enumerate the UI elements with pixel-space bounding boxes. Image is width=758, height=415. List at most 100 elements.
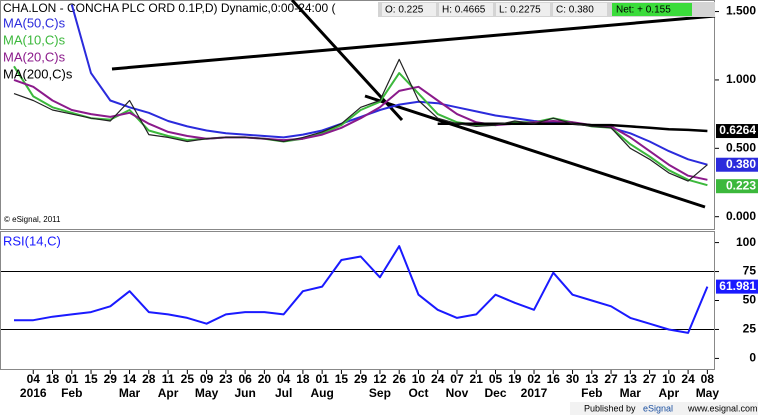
x-tick-label: 13 xyxy=(624,372,638,386)
x-tick-label: 02 xyxy=(527,372,541,386)
legend-entry: MA(50,C)s xyxy=(3,15,66,30)
x-tick-label: 04 xyxy=(27,372,41,386)
end-label-box xyxy=(716,279,758,294)
x-tick-label: 24 xyxy=(681,372,695,386)
footer-bg xyxy=(570,402,758,415)
y-tick-label: 75 xyxy=(743,264,757,278)
x-tick-label: 16 xyxy=(547,372,561,386)
x-tick-label: 27 xyxy=(604,372,618,386)
y-tick-label: 25 xyxy=(743,322,757,336)
info-cell xyxy=(553,3,607,16)
x-month-label: 2017 xyxy=(521,386,548,400)
x-month-label: Sep xyxy=(369,386,391,400)
x-tick-label: 12 xyxy=(373,372,387,386)
info-value: H: 0.4665 xyxy=(442,5,486,16)
x-tick-label: 01 xyxy=(315,372,329,386)
x-tick-label: 18 xyxy=(46,372,60,386)
x-tick-label: 20 xyxy=(258,372,272,386)
x-month-label: Dec xyxy=(484,386,506,400)
x-tick-label: 04 xyxy=(277,372,291,386)
footer-brand: eSignal xyxy=(643,403,673,413)
info-cell xyxy=(439,3,493,16)
x-tick-label: 10 xyxy=(662,372,676,386)
x-tick-label: 15 xyxy=(84,372,98,386)
x-tick-label: 28 xyxy=(142,372,156,386)
info-cell xyxy=(382,3,436,16)
x-tick-label: 11 xyxy=(162,372,175,386)
y-tick-label: 0.000 xyxy=(726,209,756,223)
end-label: 0.380 xyxy=(726,157,756,171)
x-month-label: 2016 xyxy=(20,386,47,400)
y-tick-label: 0.500 xyxy=(726,140,756,154)
end-label: 61.981 xyxy=(719,279,756,293)
x-month-label: Apr xyxy=(659,386,680,400)
x-tick-label: 18 xyxy=(296,372,310,386)
net-value: Net: + 0.155 xyxy=(616,5,671,16)
info-value: O: 0.225 xyxy=(385,5,424,16)
rsi-panel xyxy=(0,231,715,370)
footer-url: www.esignal.com xyxy=(687,403,758,413)
x-tick-label: 26 xyxy=(393,372,407,386)
x-tick-label: 30 xyxy=(566,372,580,386)
line xyxy=(13,58,708,182)
end-label: 0.6264 xyxy=(719,123,756,137)
copyright: © eSignal, 2011 xyxy=(4,215,61,224)
x-month-label: Oct xyxy=(408,386,428,400)
x-tick-label: 01 xyxy=(65,372,79,386)
footer: Published by eSignal www.esignal.com xyxy=(570,402,758,415)
legend-entry: MA(20,C)s xyxy=(3,49,66,64)
x-tick-label: 27 xyxy=(643,372,657,386)
line xyxy=(14,245,709,334)
x-tick-label: 13 xyxy=(585,372,599,386)
x-month-label: Mar xyxy=(620,386,642,400)
info-value: C: 0.380 xyxy=(556,5,594,16)
end-label-box xyxy=(716,179,758,194)
legend-entry: MA(10,C)s xyxy=(3,32,66,47)
x-month-label: Nov xyxy=(446,386,469,400)
x-tick-label: 23 xyxy=(219,372,233,386)
y-tick-label: 50 xyxy=(743,293,757,307)
y-tick-label: 1.500 xyxy=(726,4,756,18)
x-tick-label: 25 xyxy=(181,372,195,386)
x-tick-label: 14 xyxy=(123,372,137,386)
x-tick-label: 19 xyxy=(508,372,522,386)
legend-entry: MA(200,C)s xyxy=(3,66,73,81)
x-month-label: Feb xyxy=(61,386,82,400)
y-tick-label: 0 xyxy=(749,351,756,365)
info-value: L: 0.2275 xyxy=(499,5,541,16)
chart-title: CHA.LON - CONCHA PLC ORD 0.1P,D) Dynamic… xyxy=(3,1,336,15)
x-tick-label: 29 xyxy=(354,372,368,386)
x-tick-label: 09 xyxy=(200,372,214,386)
x-tick-label: 15 xyxy=(335,372,349,386)
x-month-label: Jun xyxy=(234,386,255,400)
x-month-label: May xyxy=(696,386,720,400)
x-tick-label: 08 xyxy=(701,372,715,386)
trendline xyxy=(290,0,404,122)
footer-text: Published by xyxy=(584,403,636,413)
x-month-label: Mar xyxy=(119,386,141,400)
end-label-box xyxy=(716,157,758,172)
x-tick-label: 07 xyxy=(450,372,464,386)
x-month-label: Aug xyxy=(310,386,333,400)
end-label: 0.223 xyxy=(726,178,756,192)
x-tick-label: 05 xyxy=(489,372,503,386)
x-tick-label: 06 xyxy=(238,372,252,386)
x-month-label: Apr xyxy=(158,386,179,400)
y-tick-label: 1.000 xyxy=(726,72,756,86)
x-tick-label: 24 xyxy=(431,372,445,386)
x-tick-label: 10 xyxy=(412,372,426,386)
trendline xyxy=(111,14,716,71)
x-tick-label: 21 xyxy=(470,372,484,386)
x-tick-label: 29 xyxy=(104,372,118,386)
x-month-label: May xyxy=(195,386,219,400)
trendline xyxy=(364,94,706,209)
x-month-label: Jul xyxy=(275,386,292,400)
x-month-label: Feb xyxy=(581,386,602,400)
end-label-box xyxy=(716,124,758,139)
rsi-title: RSI(14,C) xyxy=(3,233,61,248)
net-box xyxy=(612,3,692,16)
y-tick-label: 100 xyxy=(736,235,756,249)
info-cell xyxy=(496,3,550,16)
